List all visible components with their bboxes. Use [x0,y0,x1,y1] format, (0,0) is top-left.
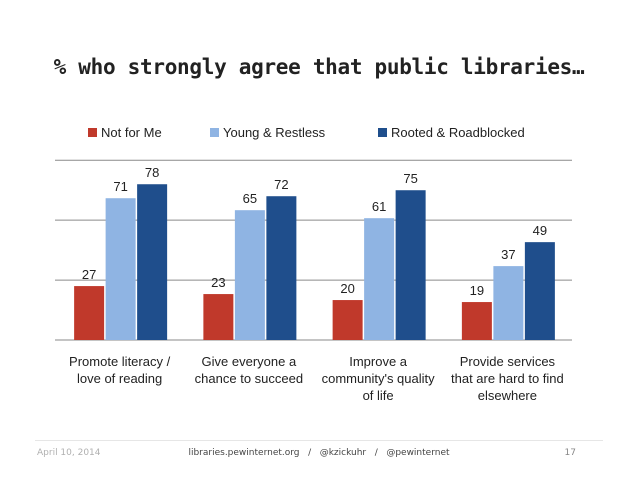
category-label-3: Provide services that are hard to find els… [451,354,564,403]
bar-3-0 [461,302,492,340]
category-label-line: Improve a [349,354,408,369]
data-label-1-2: 72 [274,177,288,192]
data-label-0-0: 27 [82,267,96,282]
category-label-line: love of reading [77,371,162,386]
data-label-1-0: 23 [211,275,225,290]
bar-0-0 [74,286,105,340]
data-label-2-2: 75 [403,171,417,186]
data-label-3-0: 19 [470,283,484,298]
data-label-1-1: 65 [243,191,257,206]
category-label-2: Improve a community's quality of life [322,354,436,403]
bar-2-0 [332,300,363,340]
category-label-line: Give everyone a [202,354,297,369]
data-label-2-1: 61 [372,199,386,214]
bar-1-2 [266,196,297,340]
bar-2-2 [395,190,426,340]
footer-links: libraries.pewinternet.org / @kzickuhr / … [188,448,450,458]
legend-swatch-0 [88,128,97,137]
bar-2-1 [364,218,395,340]
category-label-line: of life [363,388,394,403]
data-label-2-0: 20 [340,281,354,296]
category-label-line: chance to succeed [195,371,303,386]
footer-date: April 10, 2014 [37,448,101,458]
bar-3-1 [493,266,524,340]
legend-swatch-1 [210,128,219,137]
category-label-1: Give everyone a chance to succeed [195,354,303,386]
category-label-line: that are hard to find [451,371,564,386]
legend-label-1: Young & Restless [223,125,326,140]
footer-divider [35,440,603,441]
data-label-0-1: 71 [113,179,127,194]
chart-title: % who strongly agree that public librari… [53,55,585,79]
bar-1-0 [203,294,234,340]
data-label-0-2: 78 [145,165,159,180]
category-label-line: Provide services [460,354,556,369]
category-label-line: Promote literacy / [69,354,171,369]
legend-swatch-2 [378,128,387,137]
bar-0-2 [137,184,168,340]
legend-label-0: Not for Me [101,125,162,140]
data-label-3-1: 37 [501,247,515,262]
category-label-line: community's quality [322,371,436,386]
legend-label-2: Rooted & Roadblocked [391,125,525,140]
bar-3-2 [524,242,555,340]
data-label-3-2: 49 [533,223,547,238]
category-label-0: Promote literacy / love of reading [69,354,171,386]
page-number: 17 [564,448,576,458]
bar-1-1 [234,210,265,340]
category-label-line: elsewhere [478,388,537,403]
bar-0-1 [105,198,136,340]
